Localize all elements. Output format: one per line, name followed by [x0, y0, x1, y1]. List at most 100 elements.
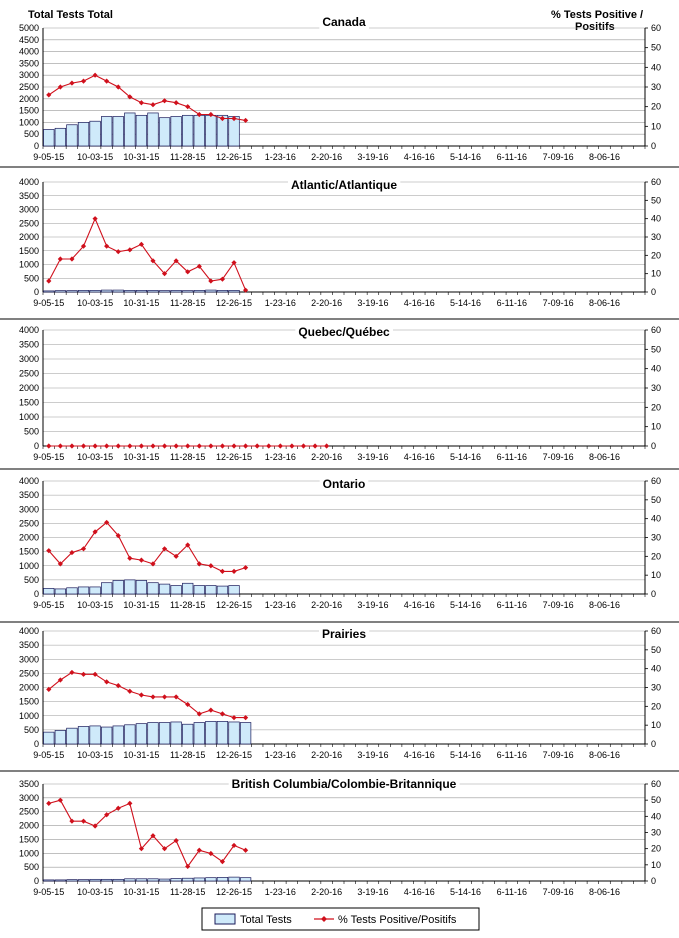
- line-point: [208, 111, 214, 118]
- y-left-tick-label: 4000: [19, 476, 39, 486]
- x-tick-label: 10-03-15: [77, 452, 113, 462]
- line-point: [57, 84, 63, 90]
- y-right-tick-label: 40: [651, 214, 661, 224]
- line-point: [104, 243, 110, 249]
- line-point: [69, 443, 75, 449]
- bar: [239, 722, 252, 745]
- y-left-tick-label: 1500: [19, 246, 39, 256]
- line-point: [69, 818, 75, 824]
- y-left-tick-label: 3500: [19, 58, 39, 68]
- x-tick-label: 12-26-15: [216, 750, 252, 760]
- line-point: [150, 102, 156, 108]
- y-left-tick-label: 1500: [19, 398, 39, 408]
- bar: [101, 878, 113, 882]
- bar: [101, 582, 113, 595]
- bar: [54, 879, 67, 882]
- y-right-tick-label: 60: [651, 626, 661, 636]
- panel-1: 0500100015002000250030003500400045005000…: [19, 14, 661, 162]
- y-right-tick-label: 0: [651, 141, 656, 151]
- line-point: [219, 443, 226, 449]
- bar: [112, 878, 124, 882]
- x-tick-label: 1-23-16: [265, 152, 296, 162]
- line-point: [231, 260, 237, 266]
- bar: [89, 878, 101, 882]
- legend-bar-label: Total Tests: [240, 914, 292, 926]
- line-point: [161, 846, 168, 852]
- y-left-tick-label: 1500: [19, 697, 39, 707]
- y-right-tick-label: 40: [651, 62, 661, 72]
- y-left-tick-label: 1000: [19, 711, 39, 721]
- line-point: [173, 443, 179, 449]
- line-point: [80, 243, 87, 249]
- bar: [66, 290, 78, 293]
- panel-title-bg: [287, 177, 401, 193]
- line-point: [104, 78, 110, 84]
- line-point: [196, 847, 202, 853]
- x-tick-label: 4-16-16: [404, 452, 435, 462]
- x-tick-label: 8-06-16: [589, 750, 620, 760]
- line-point: [92, 72, 98, 78]
- bar: [77, 726, 90, 745]
- x-tick-label: 10-31-15: [123, 600, 159, 610]
- bar: [43, 129, 55, 147]
- line-point: [196, 561, 202, 567]
- line-point: [185, 701, 191, 708]
- bar: [158, 583, 171, 595]
- x-tick-label: 2-20-16: [311, 887, 342, 897]
- y-left-tick-label: 500: [24, 129, 39, 139]
- line-point: [57, 677, 63, 683]
- bar: [43, 879, 55, 882]
- line-point: [115, 249, 121, 255]
- line-point: [115, 533, 121, 539]
- line-point: [127, 688, 133, 694]
- panel-title: Canada: [322, 15, 366, 29]
- y-right-tick-label: 30: [651, 828, 661, 838]
- line-point: [92, 823, 98, 829]
- bar: [158, 290, 171, 293]
- y-left-tick-label: 4500: [19, 35, 39, 45]
- x-tick-label: 7-09-16: [543, 600, 574, 610]
- line-point: [80, 546, 87, 552]
- line-point: [161, 443, 168, 449]
- line-point: [324, 443, 330, 449]
- y-left-tick-label: 3000: [19, 354, 39, 364]
- line-point: [115, 84, 121, 90]
- y-right-tick-label: 0: [651, 739, 656, 749]
- y-right-tick-label: 50: [651, 495, 661, 505]
- line-point: [69, 80, 75, 86]
- bar: [135, 114, 148, 147]
- line-point: [46, 443, 52, 449]
- y-right-tick-label: 20: [651, 102, 661, 112]
- line-point: [185, 542, 191, 548]
- x-tick-label: 12-26-15: [216, 152, 252, 162]
- x-tick-label: 9-05-15: [33, 887, 64, 897]
- y-left-tick-label: 0: [34, 876, 39, 886]
- line-point: [208, 850, 214, 857]
- bar: [170, 116, 182, 147]
- line-point: [92, 216, 98, 222]
- bar: [112, 289, 124, 293]
- x-tick-label: 9-05-15: [33, 452, 64, 462]
- bar: [193, 290, 205, 293]
- y-right-tick-label: 30: [651, 232, 661, 242]
- x-tick-label: 3-19-16: [357, 152, 388, 162]
- percent-positive-line: [48, 521, 246, 572]
- bar: [66, 727, 78, 745]
- bar: [124, 112, 136, 147]
- y-left-tick-label: 0: [34, 739, 39, 749]
- bar: [101, 116, 113, 147]
- line-point: [138, 241, 145, 247]
- y-right-tick-label: 10: [651, 121, 661, 131]
- legend-line-label: % Tests Positive/Positifs: [338, 914, 457, 926]
- line-point: [266, 443, 272, 449]
- bar: [43, 587, 55, 595]
- y-right-tick-label: 30: [651, 383, 661, 393]
- line-point: [173, 100, 179, 106]
- bar: [43, 290, 55, 293]
- line-point: [231, 568, 237, 574]
- y-left-tick-label: 2500: [19, 82, 39, 92]
- y-left-tick-label: 4000: [19, 177, 39, 187]
- y-right-tick-label: 50: [651, 344, 661, 354]
- x-tick-label: 11-28-15: [170, 452, 205, 462]
- x-tick-label: 10-03-15: [77, 600, 113, 610]
